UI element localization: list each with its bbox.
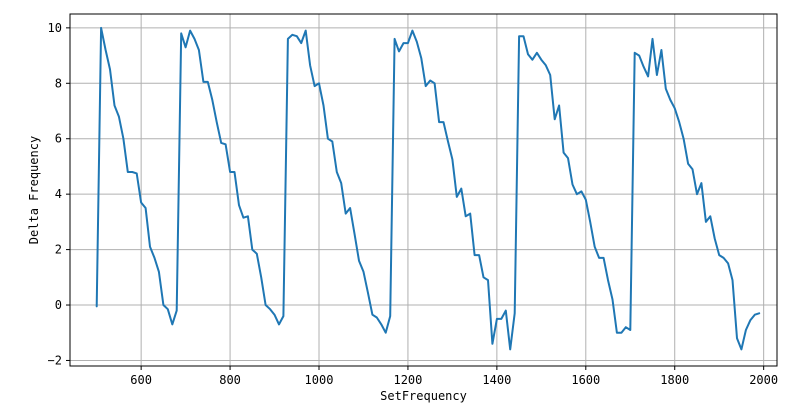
x-tick-label: 600	[130, 373, 152, 387]
series-line-layer	[95, 26, 761, 351]
x-tick-label: 1600	[571, 373, 600, 387]
y-tick-label: 8	[55, 76, 62, 90]
x-tick-label: 1200	[393, 373, 422, 387]
y-tick-label: −2	[48, 353, 62, 367]
x-tick-label: 1800	[660, 373, 689, 387]
grid	[70, 14, 777, 366]
x-tick-label: 1400	[482, 373, 511, 387]
y-tick-label: 4	[55, 187, 62, 201]
x-tick-label: 1000	[305, 373, 334, 387]
x-tick-label: 800	[219, 373, 241, 387]
series-line	[95, 26, 761, 351]
y-axis: −2 0 2 4 6 8 10	[48, 21, 70, 367]
y-axis-title: Delta Frequency	[27, 136, 41, 244]
y-tick-label: 10	[48, 21, 62, 35]
y-tick-label: 2	[55, 243, 62, 257]
plot-frame	[69, 13, 778, 367]
y-tick-label: 6	[55, 132, 62, 146]
x-axis: 600 800 1000 1200 1400 1600 1800 2000	[130, 366, 778, 387]
x-tick-label: 2000	[749, 373, 778, 387]
y-tick-label: 0	[55, 298, 62, 312]
x-axis-title: SetFrequency	[380, 389, 467, 403]
